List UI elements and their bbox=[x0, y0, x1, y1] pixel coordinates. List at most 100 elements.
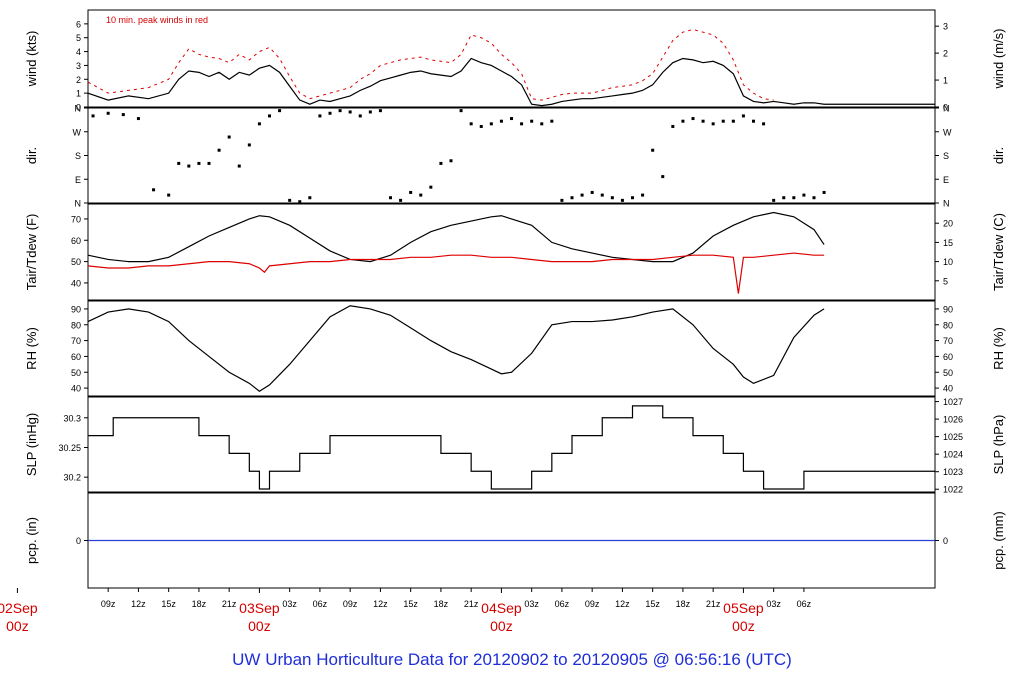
right-tick-label-wind: 2 bbox=[943, 49, 948, 59]
dir-point bbox=[459, 109, 463, 113]
left-tick-label-dir: S bbox=[75, 151, 81, 161]
dir-point bbox=[782, 196, 786, 200]
time-tick-label: 18z bbox=[434, 599, 449, 609]
dir-point bbox=[338, 109, 342, 113]
right-tick-label-slp: 1025 bbox=[943, 432, 963, 442]
dir-point bbox=[822, 190, 826, 194]
dir-point bbox=[600, 193, 604, 197]
left-axis-label-temp: Tair/Tdew (F) bbox=[24, 214, 39, 291]
dir-point bbox=[207, 161, 211, 165]
left-axis-label-rh: RH (%) bbox=[24, 327, 39, 370]
dir-point bbox=[641, 193, 645, 197]
dir-point bbox=[530, 119, 534, 123]
dir-point bbox=[590, 190, 594, 194]
dir-point bbox=[217, 148, 221, 152]
left-axis-label-pcp: pcp. (in) bbox=[24, 517, 39, 564]
time-tick-label: 09z bbox=[585, 599, 600, 609]
dir-point bbox=[661, 175, 665, 179]
right-axis-label-dir: dir. bbox=[991, 147, 1006, 164]
dir-point bbox=[510, 117, 513, 121]
series-rh-RH bbox=[87, 305, 825, 392]
footer-title: UW Urban Horticulture Data for 20120902 … bbox=[232, 650, 792, 669]
time-tick-label: 21z bbox=[464, 599, 479, 609]
dir-point bbox=[177, 161, 181, 165]
panel-frame-dir bbox=[87, 107, 936, 204]
dir-point bbox=[409, 190, 413, 194]
wind-annotation: 10 min. peak winds in red bbox=[106, 15, 208, 25]
dir-point bbox=[308, 196, 312, 200]
right-axis-label-temp: Tair/Tdew (C) bbox=[991, 213, 1006, 291]
day-label-hour: 00z bbox=[732, 618, 755, 634]
day-label-date: 05Sep bbox=[723, 600, 764, 616]
left-axis-label-wind: wind (kts) bbox=[24, 31, 39, 88]
left-axis-label-slp: SLP (inHg) bbox=[24, 413, 39, 476]
right-tick-label-dir: E bbox=[943, 175, 949, 185]
dir-point bbox=[419, 193, 423, 197]
dir-point bbox=[570, 196, 574, 200]
dir-point bbox=[257, 122, 261, 126]
right-tick-label-rh: 80 bbox=[943, 320, 953, 330]
dir-point bbox=[631, 196, 634, 200]
dir-point bbox=[268, 114, 271, 118]
left-tick-label-wind: 5 bbox=[76, 33, 81, 43]
time-tick-label: 12z bbox=[131, 599, 146, 609]
time-tick-label: 21z bbox=[706, 599, 721, 609]
right-tick-label-slp: 1027 bbox=[943, 397, 963, 407]
panel-frame-rh bbox=[87, 300, 936, 397]
right-tick-label-temp: 20 bbox=[943, 219, 953, 229]
time-tick-label: 21z bbox=[222, 599, 237, 609]
dir-point bbox=[691, 117, 695, 121]
series-temp-Tdew bbox=[87, 252, 825, 294]
dir-point bbox=[762, 122, 766, 126]
dir-point bbox=[106, 111, 110, 115]
dir-point bbox=[469, 122, 473, 126]
day-label-hour: 00z bbox=[248, 618, 271, 634]
dir-point bbox=[368, 110, 372, 114]
dir-point bbox=[772, 198, 776, 202]
dir-point bbox=[520, 122, 524, 126]
dir-point bbox=[358, 114, 362, 118]
dir-point bbox=[741, 114, 745, 118]
time-tick-label: 15z bbox=[161, 599, 176, 609]
day-label-hour: 00z bbox=[490, 618, 513, 634]
dir-point bbox=[328, 111, 332, 115]
right-axis-label-rh: RH (%) bbox=[991, 327, 1006, 370]
time-tick-label: 18z bbox=[192, 599, 207, 609]
left-tick-label-dir: N bbox=[75, 199, 82, 209]
right-tick-label-rh: 40 bbox=[943, 384, 953, 394]
time-tick-label: 03z bbox=[524, 599, 539, 609]
dir-point bbox=[752, 119, 755, 123]
left-tick-label-rh: 70 bbox=[71, 336, 81, 346]
left-tick-label-rh: 80 bbox=[71, 320, 81, 330]
dir-point bbox=[671, 124, 675, 128]
right-tick-label-slp: 1023 bbox=[943, 467, 963, 477]
left-tick-label-temp: 70 bbox=[71, 214, 81, 224]
time-tick-label: 09z bbox=[101, 599, 116, 609]
left-tick-label-rh: 40 bbox=[71, 384, 81, 394]
left-tick-label-pcp: 0 bbox=[76, 536, 81, 546]
left-tick-label-temp: 60 bbox=[71, 236, 81, 246]
right-tick-label-temp: 10 bbox=[943, 257, 953, 267]
series-wind-speed bbox=[87, 57, 935, 107]
right-tick-label-dir: N bbox=[943, 199, 950, 209]
right-tick-label-rh: 70 bbox=[943, 336, 953, 346]
dir-point bbox=[429, 185, 433, 189]
time-tick-label: 03z bbox=[766, 599, 781, 609]
dir-point bbox=[288, 198, 292, 202]
dir-point bbox=[540, 122, 544, 126]
dir-point bbox=[378, 109, 382, 113]
series-slp-SLP bbox=[88, 405, 935, 490]
dir-point bbox=[449, 159, 453, 163]
left-axis-label-dir: dir. bbox=[24, 147, 39, 164]
dir-point bbox=[348, 110, 352, 114]
dir-point bbox=[167, 193, 171, 197]
right-tick-label-rh: 50 bbox=[943, 368, 953, 378]
right-axis-label-pcp: pcp. (mm) bbox=[991, 511, 1006, 570]
time-tick-label: 12z bbox=[615, 599, 630, 609]
dir-point bbox=[121, 113, 125, 117]
dir-point bbox=[298, 200, 302, 204]
dir-point bbox=[136, 117, 140, 121]
right-axis-label-slp: SLP (hPa) bbox=[991, 415, 1006, 475]
dir-point bbox=[711, 122, 715, 126]
